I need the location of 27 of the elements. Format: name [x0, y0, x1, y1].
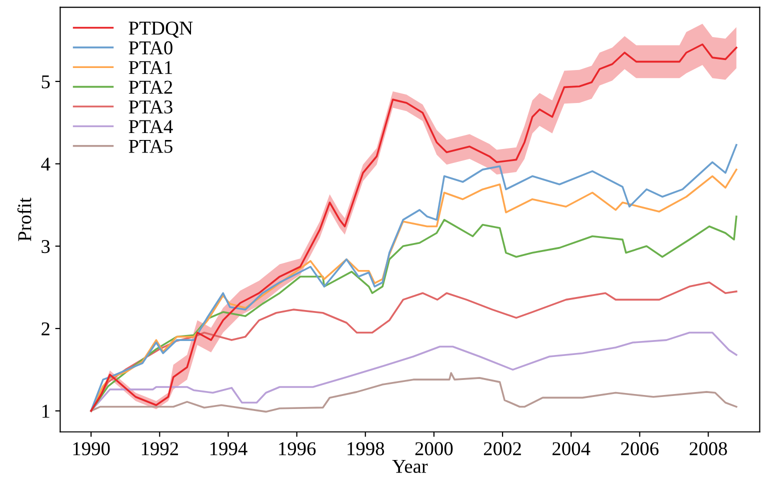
x-tick-label: 1990: [73, 442, 110, 456]
x-axis-title: Year: [392, 460, 428, 473]
legend-label: PTA2: [128, 80, 172, 94]
legend-label: PTA4: [128, 120, 173, 134]
x-tick-label: 2008: [690, 442, 727, 456]
y-tick-label: 5: [42, 75, 50, 88]
line-series: [90, 216, 738, 412]
x-tick-label: 2004: [552, 442, 590, 456]
x-tick-label: 2002: [484, 442, 521, 456]
x-tick-label: 1996: [279, 442, 316, 456]
y-tick-label: 1: [42, 404, 50, 418]
y-tick-label: 3: [42, 240, 50, 254]
x-tick-label: 1994: [210, 442, 248, 456]
x-tick-label: 2006: [621, 442, 659, 456]
x-tick-label: 1992: [142, 442, 178, 456]
legend-label: PTA0: [128, 41, 172, 54]
legend-label: PTA1: [128, 61, 172, 74]
line-series: [90, 332, 738, 412]
y-axis-title: Profit: [17, 198, 32, 242]
y-tick-label: 2: [42, 322, 50, 336]
x-tick-label: 1998: [348, 442, 384, 456]
legend-label: PTA5: [128, 140, 172, 153]
line-series: [90, 372, 738, 413]
y-tick-label: 4: [41, 158, 50, 171]
legend-label: PTDQN: [128, 22, 193, 38]
x-tick-label: 2000: [415, 442, 453, 456]
legend-label: PTA3: [128, 100, 172, 114]
